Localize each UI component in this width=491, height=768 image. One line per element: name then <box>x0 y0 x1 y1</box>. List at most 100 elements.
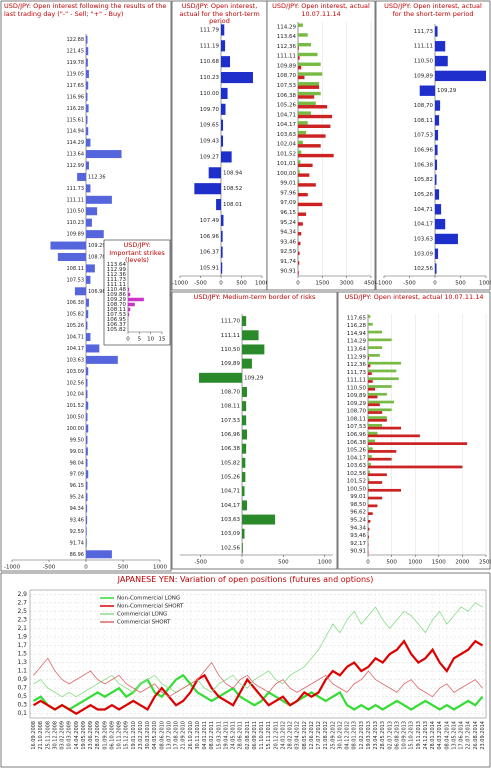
bar <box>368 486 369 489</box>
x-tick-label: 25.11.2008 <box>45 721 51 750</box>
category-label: 107,53 <box>347 424 367 430</box>
x-tick-label: 02.07.2013 <box>387 721 393 750</box>
category-label: 101.52 <box>67 403 85 409</box>
category-label: 106,38 <box>414 162 434 168</box>
category-label: 113.64 <box>107 262 127 268</box>
x-tick-label: 5 <box>138 337 142 343</box>
bar <box>86 435 88 444</box>
category-label: 109,29 <box>347 401 367 407</box>
bar <box>298 153 334 158</box>
category-label: 110.68 <box>200 59 220 65</box>
bar <box>221 135 224 147</box>
category-label: 106,38 <box>277 93 297 99</box>
y-tick-label: 1,1 <box>17 668 27 675</box>
chart-title: USD/JPY: Open interest, actual for the s… <box>384 2 482 18</box>
category-label: 94.34 <box>70 506 84 512</box>
bar <box>368 465 463 469</box>
category-label: 110.48 <box>107 287 127 293</box>
legend-label: Commercial SHORT <box>117 620 171 626</box>
bar <box>242 387 247 397</box>
series-line <box>33 657 483 698</box>
x-tick-label: 4500 <box>364 281 378 287</box>
legend-label: Commercial LONG <box>117 612 167 618</box>
x-tick-label: 0 <box>240 560 244 566</box>
y-tick-label: 0,3 <box>17 702 27 709</box>
category-label: 105,26 <box>221 475 241 481</box>
x-tick-label: 08.01.2013 <box>352 721 358 750</box>
category-label: 105,26 <box>414 192 434 198</box>
category-label: 107.49 <box>200 218 220 224</box>
category-label: 104,17 <box>277 122 297 128</box>
bar <box>368 455 372 458</box>
x-tick-label: 15.11.2011 <box>266 721 272 750</box>
bar <box>86 458 88 467</box>
bar <box>368 372 372 376</box>
x-tick-label: 01.09.2009 <box>102 721 108 750</box>
category-label: 96,15 <box>280 210 296 216</box>
category-label: 100,50 <box>347 486 367 492</box>
category-label: 114,94 <box>347 331 367 337</box>
bar <box>368 403 380 407</box>
category-label: 103,63 <box>221 517 241 523</box>
bar <box>435 115 440 126</box>
chart-title: JAPANESE YEN: Variation of open position… <box>117 575 374 584</box>
bar <box>86 35 88 44</box>
category-label: 97.09 <box>70 472 84 478</box>
category-label: 108.94 <box>223 170 243 176</box>
bar <box>242 457 246 468</box>
category-label: 109.43 <box>200 139 220 145</box>
category-label: 104,17 <box>414 222 434 228</box>
bar <box>435 70 486 82</box>
category-label: 98.04 <box>70 460 84 466</box>
x-tick-label: 28.06.2011 <box>238 721 244 750</box>
bar <box>368 361 402 365</box>
bar <box>435 100 441 111</box>
bar <box>298 33 308 37</box>
category-label: 108,70 <box>414 103 434 109</box>
category-label: 107,53 <box>414 133 434 139</box>
y-tick-label: 0,1 <box>17 710 27 717</box>
bar <box>86 504 88 513</box>
category-label: 86.96 <box>70 552 84 558</box>
panel <box>266 0 376 291</box>
x-tick-label: 21.10.2008 <box>38 721 44 750</box>
bar <box>368 527 370 531</box>
x-tick-label: 19.04.2011 <box>223 721 229 750</box>
x-tick-label: 30.11.2010 <box>195 721 201 750</box>
bar <box>435 129 439 141</box>
bar <box>368 395 378 399</box>
category-label: 105,26 <box>347 448 367 454</box>
bar <box>435 144 438 156</box>
category-label: 94,34 <box>280 230 296 236</box>
x-tick-label: 04.01.2011 <box>202 721 208 750</box>
category-label: 93.46 <box>70 517 84 523</box>
category-label: 104,17 <box>221 503 241 509</box>
bar <box>128 297 144 302</box>
category-label: 92,59 <box>280 249 296 255</box>
bar <box>368 387 376 391</box>
bar <box>368 520 371 523</box>
bar <box>298 101 316 106</box>
category-label: 111.19 <box>200 43 220 49</box>
bar <box>86 401 89 410</box>
bar <box>242 344 265 355</box>
category-label: 109.70 <box>200 107 220 113</box>
category-label: 119.05 <box>67 72 85 78</box>
y-tick-label: 1,7 <box>17 642 27 649</box>
category-label: 99.50 <box>70 437 84 443</box>
category-label: 112.36 <box>88 174 106 180</box>
bar <box>368 442 468 445</box>
category-label: 104,17 <box>347 455 367 461</box>
x-tick-label: 24.05.2011 <box>231 721 237 750</box>
x-tick-label: 15.12.2009 <box>124 721 130 750</box>
bar <box>86 527 87 536</box>
category-label: 110.50 <box>67 209 85 215</box>
bar <box>298 173 310 177</box>
category-label: 102,56 <box>414 266 434 272</box>
x-tick-label: 500 <box>386 560 397 566</box>
category-label: 104,71 <box>221 489 240 495</box>
bar <box>298 170 300 174</box>
bar <box>368 346 383 349</box>
category-label: 106,38 <box>347 440 367 446</box>
bar <box>86 515 88 524</box>
